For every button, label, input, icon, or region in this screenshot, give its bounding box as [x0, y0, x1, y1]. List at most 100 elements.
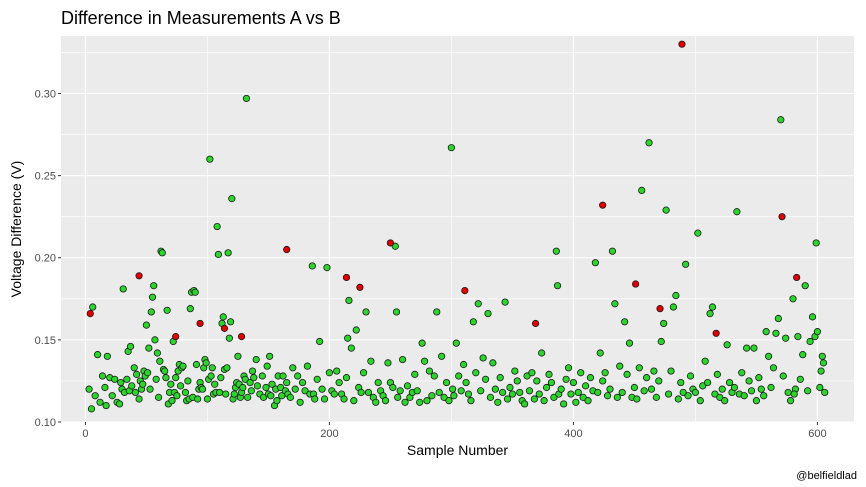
data-point — [394, 393, 402, 401]
data-point — [494, 398, 502, 406]
data-point — [135, 395, 143, 403]
data-point — [508, 390, 517, 398]
data-point — [335, 378, 343, 387]
data-point — [455, 372, 463, 380]
data-point — [603, 392, 612, 400]
x-tick-label: 600 — [808, 428, 826, 440]
data-point — [669, 303, 678, 311]
data-point — [818, 352, 826, 360]
data-point — [148, 293, 157, 301]
data-point — [191, 288, 199, 296]
data-point — [574, 388, 582, 397]
data-point — [423, 397, 431, 405]
data-point — [586, 374, 595, 382]
data-point — [276, 383, 285, 392]
data-point — [153, 349, 161, 357]
data-point — [96, 398, 104, 406]
data-point — [789, 295, 797, 303]
data-point — [179, 362, 187, 370]
data-point — [691, 388, 700, 397]
data-point — [130, 364, 138, 372]
data-point — [435, 388, 443, 397]
data-point — [364, 388, 373, 397]
data-point — [613, 393, 621, 401]
data-point — [98, 372, 107, 380]
data-point — [706, 309, 714, 318]
data-point — [311, 395, 319, 403]
data-point — [192, 360, 201, 369]
data-point — [344, 334, 352, 342]
data-point — [538, 349, 546, 357]
data-point — [491, 385, 499, 393]
x-tick-label: 400 — [564, 428, 582, 440]
y-axis-ticks: 0.10 0.15 0.20 0.25 0.30 — [35, 88, 61, 429]
data-point — [403, 382, 412, 390]
data-point — [638, 186, 646, 194]
data-point — [225, 334, 233, 342]
data-point — [599, 377, 607, 385]
highlighted-data-point — [356, 283, 364, 291]
data-point — [216, 388, 224, 397]
data-point — [703, 378, 712, 387]
data-point — [694, 229, 702, 237]
data-point — [772, 329, 780, 337]
data-point — [286, 393, 294, 401]
data-point — [760, 392, 768, 400]
data-point — [601, 369, 609, 377]
data-point — [755, 374, 763, 382]
highlighted-data-point — [220, 324, 229, 332]
data-point — [156, 357, 164, 365]
x-axis-ticks: 0 200 400 600 — [82, 422, 827, 440]
data-point — [330, 390, 338, 398]
data-point — [591, 259, 599, 267]
data-point — [553, 282, 562, 290]
data-point — [816, 383, 824, 392]
data-point — [219, 313, 227, 321]
data-point — [786, 397, 795, 405]
data-point — [181, 388, 190, 397]
data-point — [428, 392, 436, 400]
data-point — [262, 383, 270, 392]
data-point — [401, 398, 409, 406]
data-point — [359, 369, 368, 377]
data-point — [161, 367, 169, 375]
data-point — [146, 385, 154, 393]
data-point — [506, 383, 514, 392]
data-point — [273, 397, 281, 405]
data-point — [367, 357, 375, 365]
data-point — [611, 300, 619, 308]
data-point — [345, 296, 353, 305]
data-point — [176, 382, 185, 390]
data-point — [812, 239, 820, 247]
data-point — [158, 249, 166, 257]
data-point — [572, 398, 580, 406]
data-point — [486, 393, 495, 401]
data-point — [804, 387, 812, 395]
data-point — [774, 314, 782, 323]
data-point — [294, 372, 302, 380]
highlighted-data-point — [283, 245, 291, 254]
data-point — [716, 393, 724, 401]
data-point — [635, 364, 643, 372]
data-point — [564, 364, 573, 372]
data-point — [247, 387, 255, 395]
data-point — [821, 388, 829, 397]
data-point — [762, 328, 770, 336]
data-point — [819, 359, 828, 367]
data-point — [101, 383, 109, 392]
data-point — [660, 319, 668, 328]
data-point — [279, 372, 287, 380]
data-point — [750, 344, 758, 352]
data-point — [516, 388, 524, 397]
data-point — [799, 351, 807, 359]
x-tick-label: 0 — [82, 428, 88, 440]
data-point — [94, 351, 102, 359]
highlighted-data-point — [678, 40, 686, 48]
highlighted-data-point — [712, 329, 720, 337]
highlighted-data-point — [342, 273, 351, 282]
data-point — [713, 370, 721, 378]
data-point — [630, 383, 639, 392]
data-point — [464, 390, 473, 398]
data-point — [316, 337, 324, 346]
data-point — [790, 390, 798, 398]
